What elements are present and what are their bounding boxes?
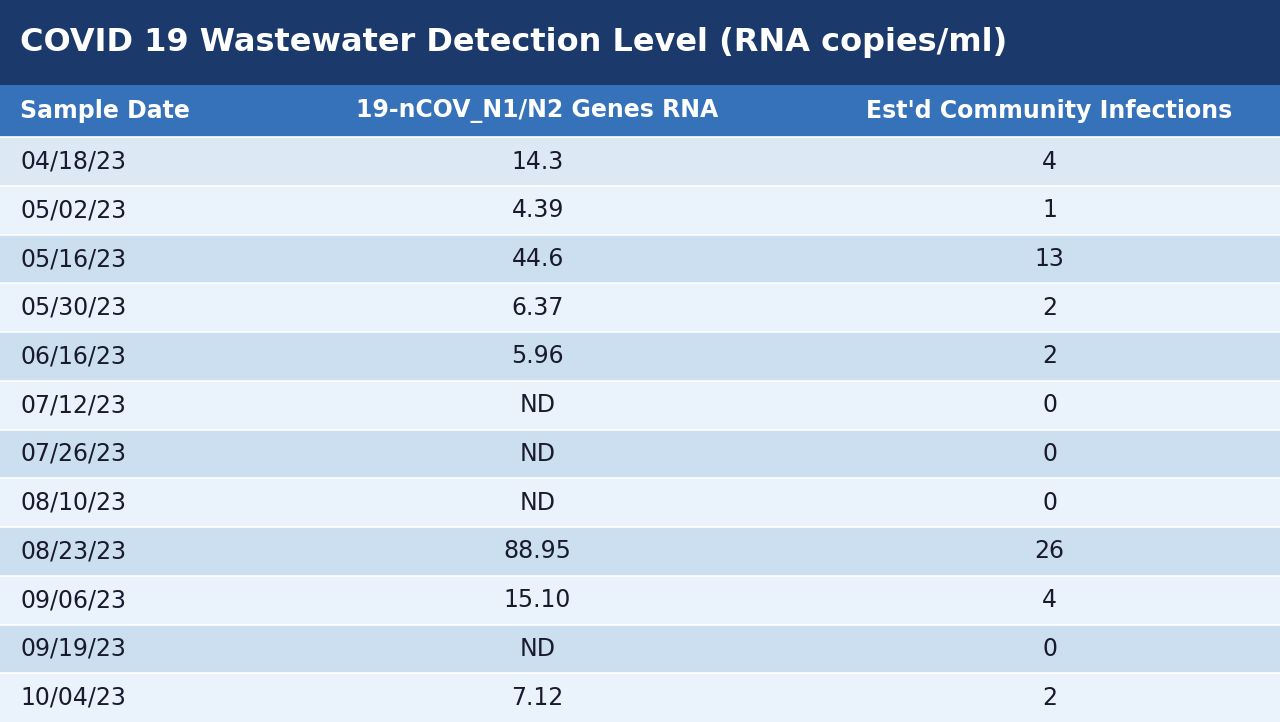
Bar [0,576,1280,625]
Text: 05/02/23: 05/02/23 [20,199,127,222]
Text: 88.95: 88.95 [503,539,572,563]
Text: 44.6: 44.6 [512,247,563,271]
Text: 6.37: 6.37 [512,296,563,320]
Text: 14.3: 14.3 [512,149,563,173]
Bar [0,85,1280,137]
Text: 4: 4 [1042,588,1057,612]
Text: 2: 2 [1042,686,1057,710]
Bar [0,235,1280,283]
Text: ND: ND [520,491,556,515]
Text: 07/12/23: 07/12/23 [20,393,127,417]
Text: ND: ND [520,637,556,661]
Text: 07/26/23: 07/26/23 [20,442,127,466]
Text: Est'd Community Infections: Est'd Community Infections [867,99,1233,123]
Text: Sample Date: Sample Date [20,99,191,123]
Text: ND: ND [520,393,556,417]
Bar [0,283,1280,332]
Bar [0,625,1280,673]
Text: 09/19/23: 09/19/23 [20,637,127,661]
Text: 4.39: 4.39 [512,199,563,222]
Text: 05/30/23: 05/30/23 [20,296,127,320]
Text: 05/16/23: 05/16/23 [20,247,127,271]
Text: 0: 0 [1042,393,1057,417]
Bar [0,332,1280,381]
Bar [0,527,1280,576]
Text: 2: 2 [1042,296,1057,320]
Text: 5.96: 5.96 [511,344,564,368]
Bar [0,381,1280,430]
Bar [0,137,1280,186]
Text: 19-nCOV_N1/N2 Genes RNA: 19-nCOV_N1/N2 Genes RNA [356,99,719,123]
Text: 2: 2 [1042,344,1057,368]
Text: 04/18/23: 04/18/23 [20,149,127,173]
Text: COVID 19 Wastewater Detection Level (RNA copies/ml): COVID 19 Wastewater Detection Level (RNA… [20,27,1007,58]
Bar [0,0,1280,85]
Text: 08/10/23: 08/10/23 [20,491,127,515]
Text: 0: 0 [1042,442,1057,466]
Text: 0: 0 [1042,637,1057,661]
Bar [0,186,1280,235]
Text: 10/04/23: 10/04/23 [20,686,127,710]
Text: 13: 13 [1034,247,1065,271]
Text: 15.10: 15.10 [504,588,571,612]
Text: 0: 0 [1042,491,1057,515]
Text: 09/06/23: 09/06/23 [20,588,127,612]
Text: 7.12: 7.12 [512,686,563,710]
Text: 06/16/23: 06/16/23 [20,344,127,368]
Text: 4: 4 [1042,149,1057,173]
Bar [0,673,1280,722]
Bar [0,430,1280,478]
Text: ND: ND [520,442,556,466]
Text: 08/23/23: 08/23/23 [20,539,127,563]
Text: 26: 26 [1034,539,1065,563]
Text: 1: 1 [1042,199,1057,222]
Bar [0,478,1280,527]
